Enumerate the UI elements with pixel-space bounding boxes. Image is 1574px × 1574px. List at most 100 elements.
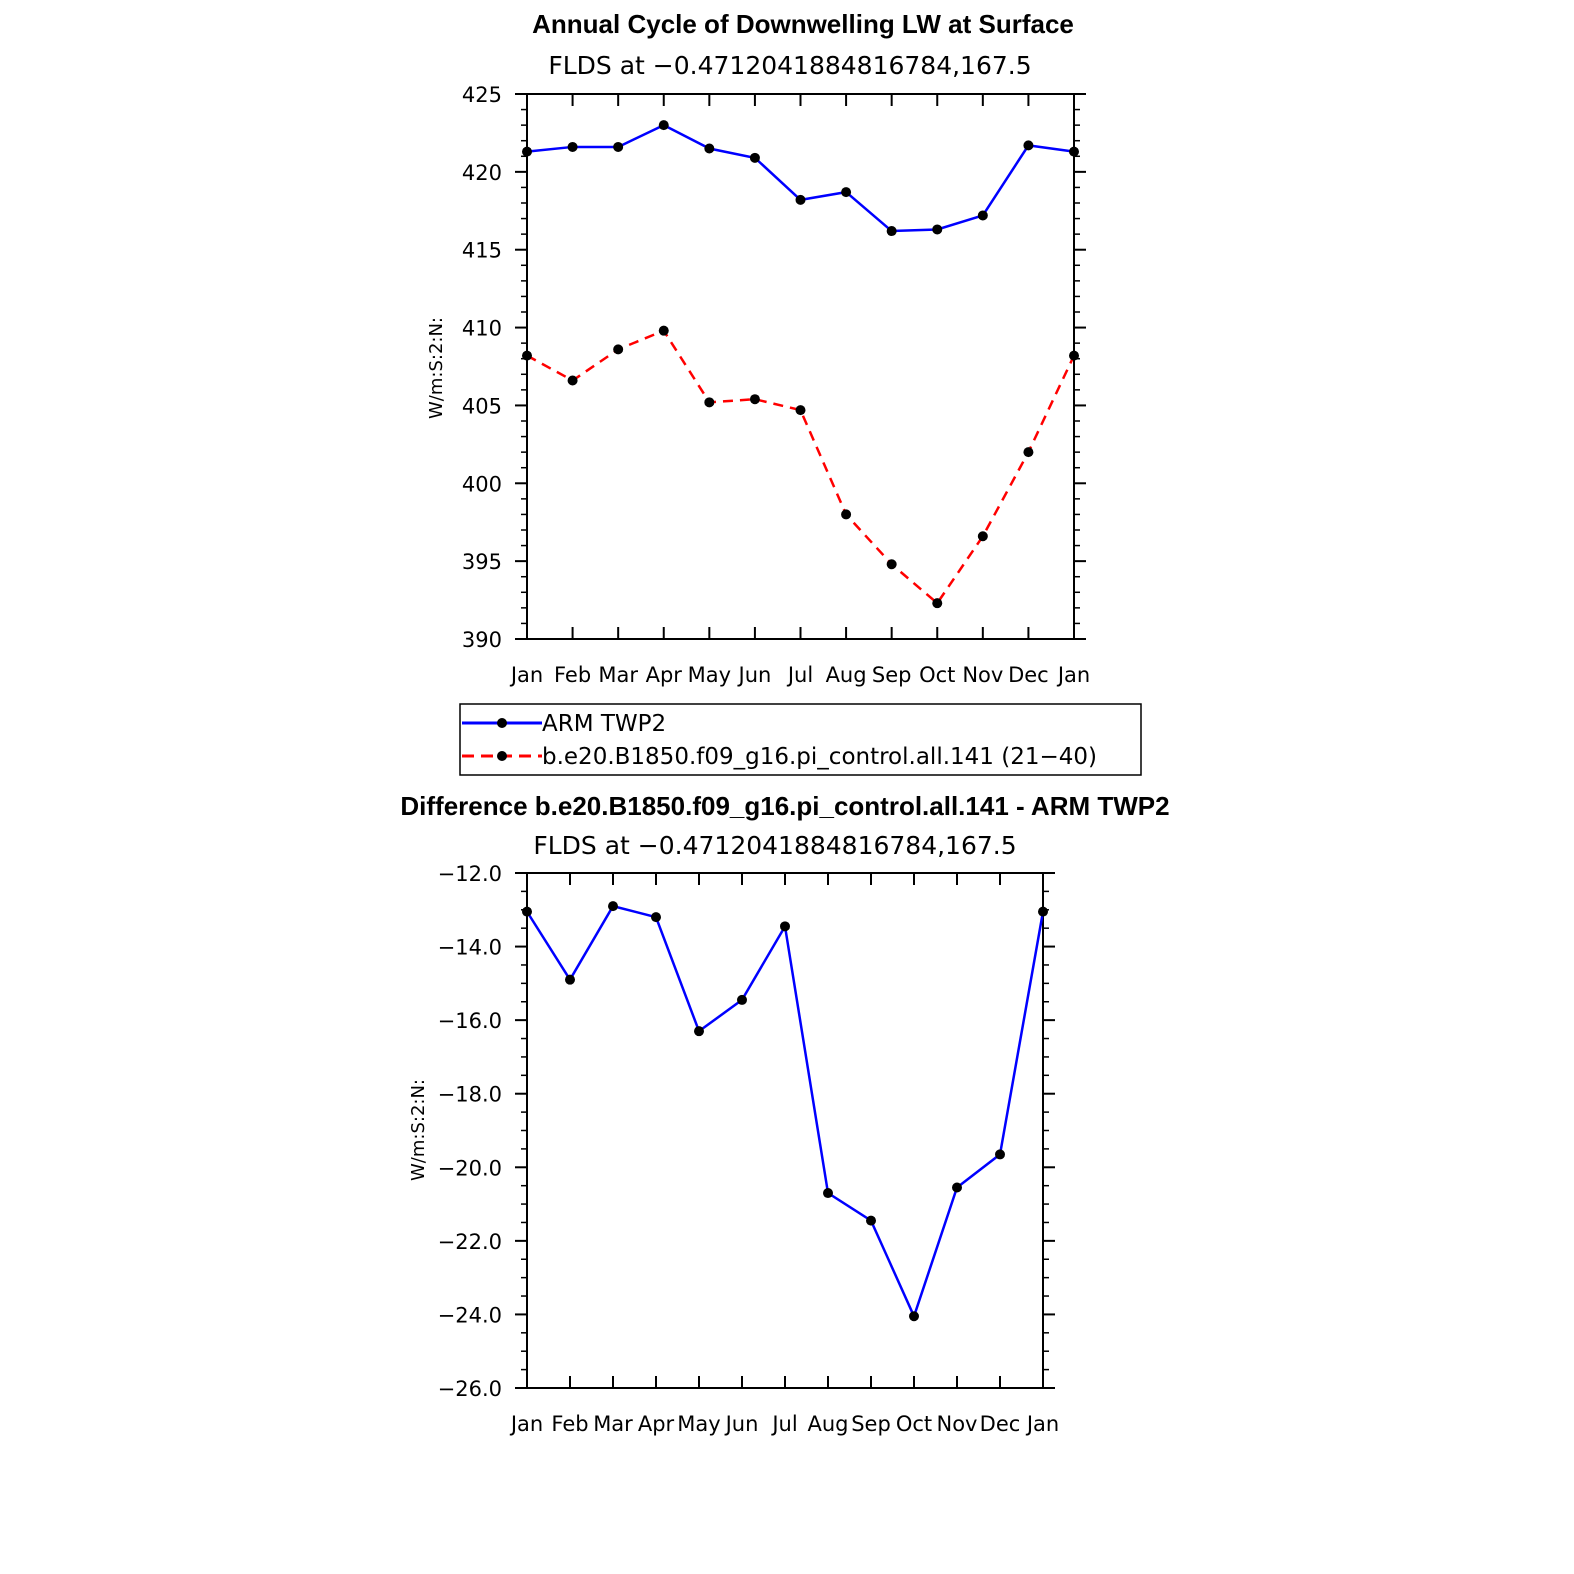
- x-tick-label: Feb: [551, 1412, 588, 1436]
- data-point: [651, 912, 661, 922]
- y-tick-label: −22.0: [438, 1230, 502, 1254]
- data-point: [1023, 140, 1033, 150]
- data-point: [841, 187, 851, 197]
- tick-labels: Jan Feb Mar Apr May Jun Jul Aug Sep Oct Nov Dec Jan−…: [438, 862, 1060, 1436]
- data-point: [737, 995, 747, 1005]
- data-point: [932, 224, 942, 234]
- legend-label-model: b.e20.B1850.f09_g16.pi_control.all.141 (…: [542, 744, 1097, 770]
- data-point: [823, 1188, 833, 1198]
- data-point: [780, 921, 790, 931]
- chart-subtitle: FLDS at −0.4712041884816784,167.5: [548, 51, 1031, 80]
- legend-label-arm: ARM TWP2: [542, 711, 666, 737]
- data-point: [1023, 447, 1033, 457]
- y-tick-label: −20.0: [438, 1156, 502, 1180]
- plot-frame: [527, 873, 1043, 1388]
- data-point: [568, 142, 578, 152]
- x-tick-label: Apr: [638, 1412, 675, 1436]
- data-point: [522, 907, 532, 917]
- y-tick-label: 420: [462, 161, 502, 185]
- data-point: [565, 975, 575, 985]
- x-tick-label: Jun: [737, 663, 772, 687]
- x-tick-label: May: [688, 663, 731, 687]
- legend-marker-model: [497, 751, 507, 761]
- data-point: [796, 195, 806, 205]
- x-tick-label: Nov: [937, 1412, 978, 1436]
- chart-title: Annual Cycle of Downwelling LW at Surfac…: [532, 9, 1074, 39]
- data-point: [522, 147, 532, 157]
- x-tick-label: Nov: [962, 663, 1003, 687]
- data-point: [1069, 147, 1079, 157]
- y-tick-label: 395: [462, 550, 502, 574]
- data-point: [608, 901, 618, 911]
- y-tick-label: −24.0: [438, 1303, 502, 1327]
- data-point: [909, 1311, 919, 1321]
- data-point: [887, 559, 897, 569]
- data-point: [1069, 351, 1079, 361]
- y-axis-label: W/m:S:2:N:: [426, 317, 447, 419]
- y-tick-label: −18.0: [438, 1083, 502, 1107]
- y-tick-label: 405: [462, 394, 502, 418]
- chart-difference: Difference b.e20.B1850.f09_g16.pi_contro…: [400, 791, 1169, 1436]
- series-line-0: [527, 906, 1043, 1316]
- x-tick-label: Feb: [554, 663, 591, 687]
- axis-ticks: [515, 94, 1086, 639]
- x-tick-label: Jan: [509, 663, 543, 687]
- x-tick-label: May: [677, 1412, 720, 1436]
- data-point: [866, 1216, 876, 1226]
- data-point: [750, 153, 760, 163]
- y-tick-label: −16.0: [438, 1009, 502, 1033]
- data-point: [1038, 907, 1048, 917]
- legend: ARM TWP2 b.e20.B1850.f09_g16.pi_control.…: [460, 704, 1141, 775]
- chart-title: Difference b.e20.B1850.f09_g16.pi_contro…: [400, 791, 1169, 821]
- y-axis-label: W/m:S:2:N:: [408, 1079, 429, 1181]
- x-tick-label: Aug: [807, 1412, 848, 1436]
- data-point: [694, 1026, 704, 1036]
- plot-frame: [527, 94, 1074, 639]
- x-tick-label: Jan: [509, 1412, 543, 1436]
- data-point: [932, 598, 942, 608]
- data-point: [704, 397, 714, 407]
- y-tick-label: 415: [462, 239, 502, 263]
- series-line-0: [527, 125, 1074, 231]
- tick-labels: Jan Feb Mar Apr May Jun Jul Aug Sep Oct Nov Dec Jan 3…: [462, 83, 1090, 687]
- y-tick-label: 425: [462, 83, 502, 107]
- data-point: [841, 509, 851, 519]
- y-tick-label: −26.0: [438, 1377, 502, 1401]
- x-tick-label: Sep: [851, 1412, 891, 1436]
- x-tick-label: Oct: [896, 1412, 932, 1436]
- data-point: [568, 376, 578, 386]
- x-tick-label: Dec: [1008, 663, 1049, 687]
- series-layer: [522, 901, 1048, 1321]
- x-tick-label: Apr: [646, 663, 683, 687]
- data-point: [995, 1149, 1005, 1159]
- x-tick-label: Oct: [919, 663, 955, 687]
- x-tick-label: Jan: [1056, 663, 1090, 687]
- data-point: [750, 394, 760, 404]
- x-tick-label: Sep: [872, 663, 912, 687]
- x-tick-label: Dec: [980, 1412, 1021, 1436]
- y-tick-label: 410: [462, 317, 502, 341]
- data-point: [978, 210, 988, 220]
- data-point: [659, 326, 669, 336]
- chart-subtitle: FLDS at −0.4712041884816784,167.5: [533, 831, 1016, 860]
- x-tick-label: Jul: [786, 663, 813, 687]
- y-tick-label: 400: [462, 472, 502, 496]
- x-tick-label: Jun: [724, 1412, 759, 1436]
- data-point: [796, 405, 806, 415]
- series-layer: [522, 120, 1079, 608]
- y-tick-label: 390: [462, 628, 502, 652]
- x-tick-label: Jul: [770, 1412, 797, 1436]
- data-point: [613, 344, 623, 354]
- data-point: [952, 1183, 962, 1193]
- data-point: [613, 142, 623, 152]
- x-tick-label: Mar: [598, 663, 638, 687]
- series-line-1: [527, 331, 1074, 604]
- data-point: [522, 351, 532, 361]
- legend-marker-arm: [497, 718, 507, 728]
- x-tick-label: Aug: [826, 663, 867, 687]
- data-point: [978, 531, 988, 541]
- data-point: [659, 120, 669, 130]
- data-point: [704, 144, 714, 154]
- y-tick-label: −14.0: [438, 936, 502, 960]
